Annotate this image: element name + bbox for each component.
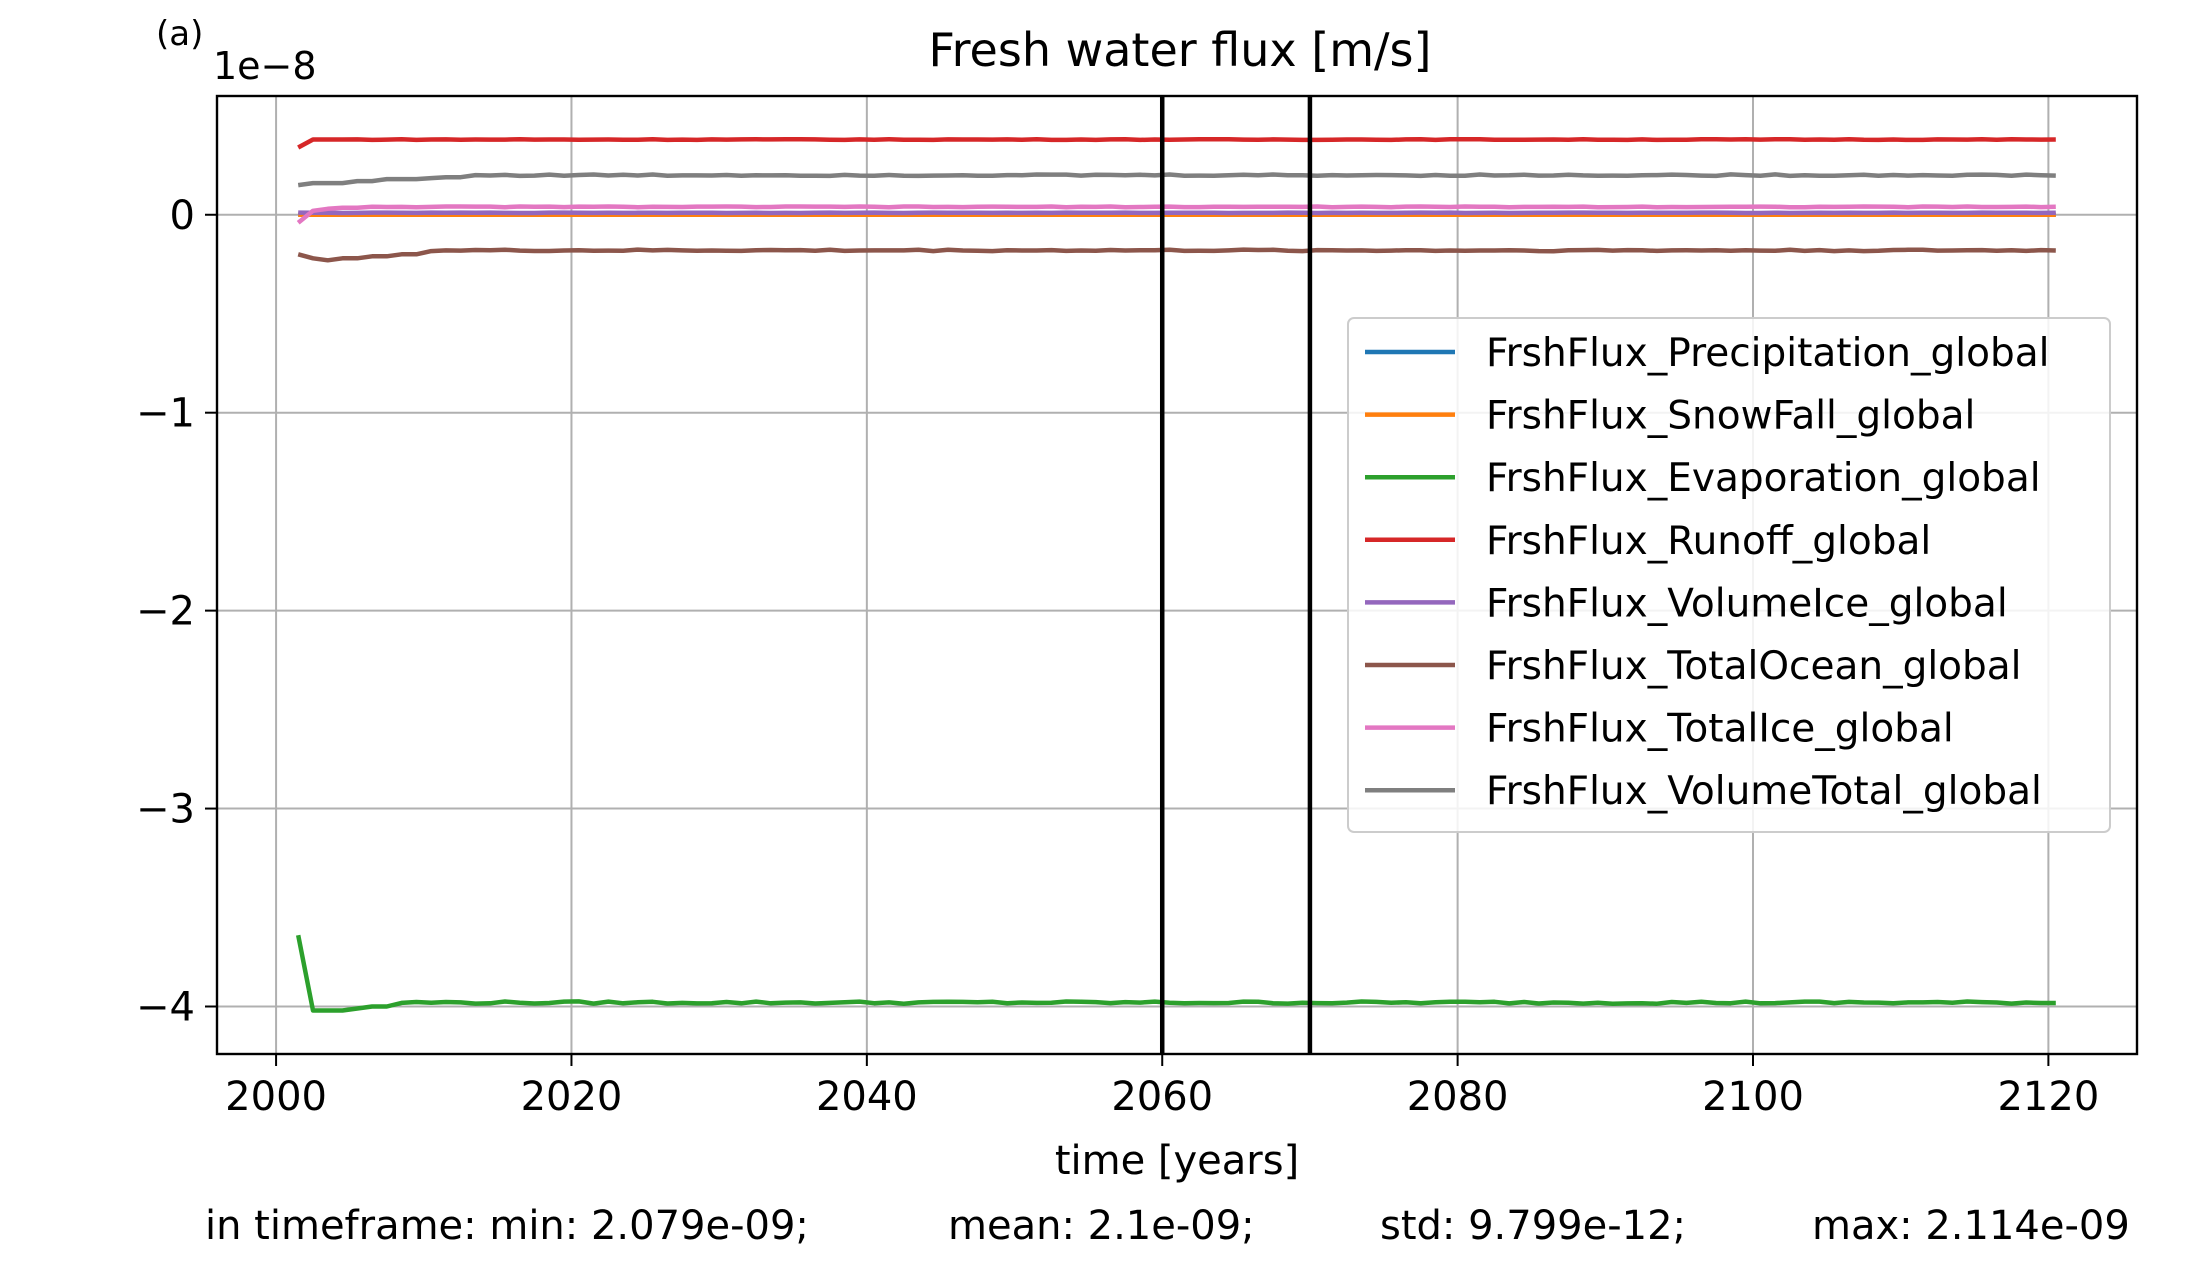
series-lines: [295, 136, 2056, 1013]
series-line-7: [296, 204, 2056, 225]
y-offset-label: 1e−8: [213, 44, 317, 88]
series-line-3: [295, 934, 2056, 1013]
legend-entry-label: FrshFlux_TotalOcean_global: [1486, 644, 2022, 689]
x-tick-label: 2120: [1997, 1074, 2099, 1120]
series-line-8: [297, 172, 2056, 188]
y-tick-label: −3: [136, 787, 195, 833]
x-tick-label: 2040: [816, 1074, 918, 1120]
y-axis: 0 −1 −2 −3 −4: [136, 193, 217, 1030]
legend-entry-label: FrshFlux_SnowFall_global: [1486, 394, 1975, 439]
stat-std: std: 9.799e-12;: [1380, 1203, 1687, 1249]
x-axis: 2000 2020 2040 2060 2080 2100 2120: [225, 1054, 2099, 1120]
x-tick-label: 2080: [1407, 1074, 1509, 1120]
y-tick-label: −1: [136, 391, 195, 437]
y-tick-label: 0: [170, 193, 195, 239]
x-tick-label: 2020: [521, 1074, 623, 1120]
legend-box: [1347, 317, 2111, 833]
panel-label: (a): [156, 14, 204, 54]
legend-entry-label: FrshFlux_VolumeTotal_global: [1486, 769, 2042, 814]
x-axis-label: time [years]: [1055, 1138, 1299, 1184]
legend-entry-label: FrshFlux_Precipitation_global: [1486, 331, 2049, 376]
stat-min: in timeframe: min: 2.079e-09;: [205, 1203, 809, 1249]
legend-entry-label: FrshFlux_TotalIce_global: [1486, 707, 1954, 752]
series-line-6: [297, 247, 2056, 263]
legend-entry-label: FrshFlux_VolumeIce_global: [1486, 581, 2008, 626]
x-tick-label: 2100: [1702, 1074, 1804, 1120]
legend-entry-label: FrshFlux_Runoff_global: [1486, 519, 1931, 564]
chart-title: Fresh water flux [m/s]: [929, 23, 1432, 77]
x-tick-label: 2000: [225, 1074, 327, 1120]
x-tick-label: 2060: [1111, 1074, 1213, 1120]
series-line-4: [297, 136, 2056, 150]
plot-frame: [215, 94, 2139, 1056]
y-tick-label: −4: [136, 984, 195, 1030]
stat-max: max: 2.114e-09: [1812, 1203, 2130, 1249]
legend: FrshFlux_Precipitation_global FrshFlux_Sn…: [1347, 317, 2111, 833]
stat-mean: mean: 2.1e-09;: [948, 1203, 1255, 1249]
y-tick-label: −2: [136, 589, 195, 635]
legend-entry-label: FrshFlux_Evaporation_global: [1486, 456, 2041, 501]
vertical-markers: [1159, 96, 1313, 1054]
